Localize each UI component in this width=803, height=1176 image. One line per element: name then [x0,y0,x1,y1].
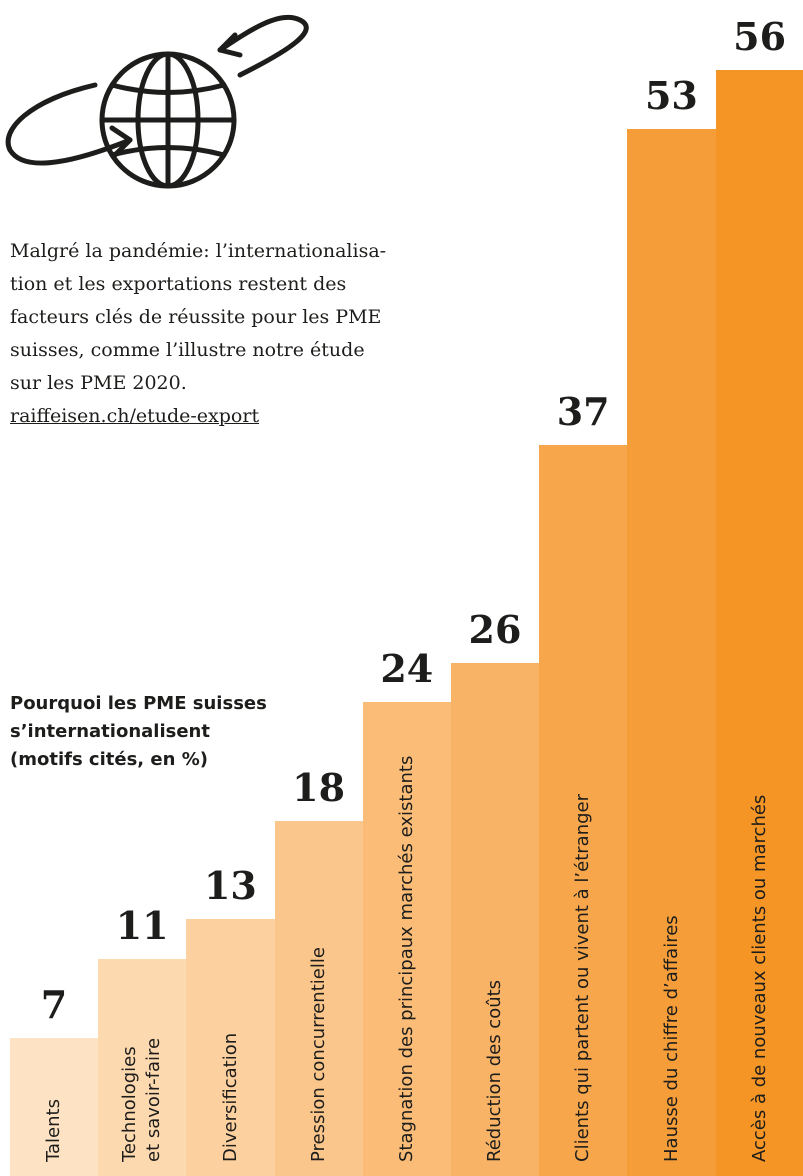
bar [10,1037,99,1176]
intro-text: suisses, comme l’illustre notre étude [10,339,365,361]
category-label: Talents [43,1099,65,1162]
bar [627,129,717,1176]
category-label: Pression concurrentielle [307,947,329,1162]
category-label: Réduction des coûts [484,979,506,1162]
bar [186,919,276,1176]
value-label: 37 [556,389,610,435]
value-label: 11 [115,902,169,948]
category-label: Technologies et savoir-faire [119,1037,165,1162]
category-label: Accès à de nouveaux clients ou marchés [748,794,770,1162]
value-label: 56 [733,14,787,59]
value-label: 7 [40,981,68,1027]
bar [715,70,803,1176]
value-label: 13 [203,863,257,909]
value-label: 24 [380,646,434,691]
globe-icon [5,14,309,189]
bar [451,662,540,1176]
category-label: Stagnation des principaux marchés exista… [395,755,417,1162]
value-label: 26 [468,606,522,652]
value-label: 53 [644,73,698,119]
category-label: Diversification [219,1032,241,1162]
intro-text: facteurs clés de réussite pour les PME [10,306,382,328]
bar [98,958,187,1176]
value-label: 18 [292,764,346,810]
bar [362,702,452,1176]
category-label: Hausse du chiffre d’affaires [660,915,682,1162]
category-label: Clients qui partent ou vivent à l’étrang… [572,794,594,1162]
chart-title: (motifs cités, en %) [10,749,208,770]
chart-title: Pourquoi les PME suisses [10,693,267,714]
bar [274,820,364,1176]
intro-text: tion et les exportations restent des [10,273,347,295]
bar [539,445,628,1176]
intro-text: sur les PME 2020. [10,372,187,394]
chart-title: s’internationalisent [10,721,210,742]
link: raiffeisen.ch/etude-export [10,405,260,427]
intro-text: Malgré la pandémie: l’internationalisa- [10,240,387,262]
